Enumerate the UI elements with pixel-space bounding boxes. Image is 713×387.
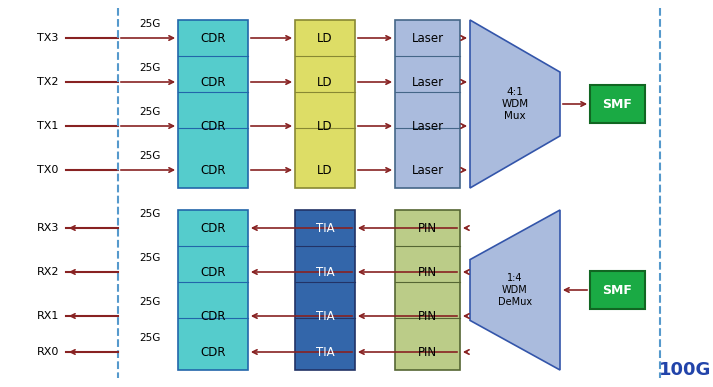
Text: PIN: PIN: [418, 221, 437, 235]
Text: RX1: RX1: [37, 311, 59, 321]
Polygon shape: [470, 20, 560, 188]
Text: 25G: 25G: [139, 209, 160, 219]
Polygon shape: [470, 210, 560, 370]
Text: CDR: CDR: [200, 31, 226, 45]
Text: CDR: CDR: [200, 310, 226, 322]
Text: 25G: 25G: [139, 333, 160, 343]
Text: 25G: 25G: [139, 19, 160, 29]
Bar: [395, 210, 460, 370]
Text: TX0: TX0: [37, 165, 58, 175]
Text: 25G: 25G: [139, 63, 160, 73]
Text: Laser: Laser: [411, 75, 443, 89]
Text: 25G: 25G: [139, 253, 160, 263]
Text: Laser: Laser: [411, 120, 443, 132]
Text: TX3: TX3: [37, 33, 58, 43]
Bar: [178, 210, 248, 370]
Text: Laser: Laser: [411, 163, 443, 176]
Bar: [295, 20, 355, 188]
Text: 25G: 25G: [139, 107, 160, 117]
Text: PIN: PIN: [418, 265, 437, 279]
Text: TIA: TIA: [316, 310, 334, 322]
Text: TIA: TIA: [316, 221, 334, 235]
Text: 1:4
WDM
DeMux: 1:4 WDM DeMux: [498, 273, 532, 307]
Text: TIA: TIA: [316, 265, 334, 279]
Text: PIN: PIN: [418, 310, 437, 322]
Text: Laser: Laser: [411, 31, 443, 45]
Text: CDR: CDR: [200, 346, 226, 358]
Text: CDR: CDR: [200, 120, 226, 132]
Text: 100G: 100G: [659, 361, 711, 379]
Text: LD: LD: [317, 163, 333, 176]
Text: CDR: CDR: [200, 265, 226, 279]
Text: TX1: TX1: [37, 121, 58, 131]
Text: RX0: RX0: [37, 347, 59, 357]
Text: 4:1
WDM
Mux: 4:1 WDM Mux: [501, 87, 528, 121]
Text: RX2: RX2: [37, 267, 59, 277]
Text: PIN: PIN: [418, 346, 437, 358]
Text: CDR: CDR: [200, 163, 226, 176]
Text: SMF: SMF: [602, 98, 632, 111]
Bar: [178, 20, 248, 188]
Text: LD: LD: [317, 120, 333, 132]
Text: TX2: TX2: [37, 77, 58, 87]
Text: LD: LD: [317, 75, 333, 89]
Text: LD: LD: [317, 31, 333, 45]
Bar: [590, 271, 645, 309]
Bar: [295, 210, 355, 370]
Text: SMF: SMF: [602, 284, 632, 296]
Text: CDR: CDR: [200, 75, 226, 89]
Text: RX3: RX3: [37, 223, 59, 233]
Text: 25G: 25G: [139, 297, 160, 307]
Bar: [395, 20, 460, 188]
Text: 25G: 25G: [139, 151, 160, 161]
Bar: [590, 85, 645, 123]
Text: TIA: TIA: [316, 346, 334, 358]
Text: CDR: CDR: [200, 221, 226, 235]
